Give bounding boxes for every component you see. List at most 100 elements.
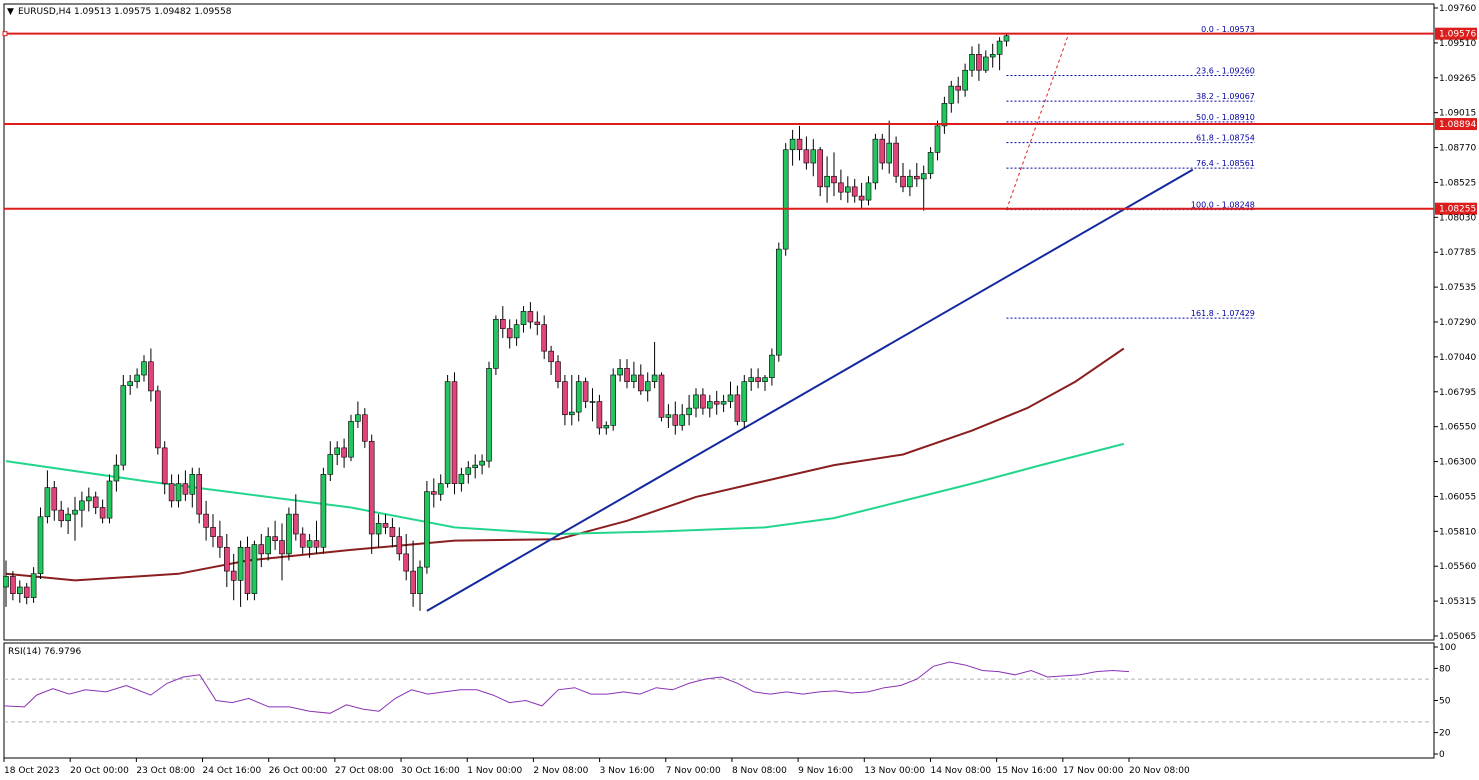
- price-tick-label: 1.08030: [1439, 213, 1476, 223]
- time-tick-label: 8 Nov 08:00: [732, 766, 787, 776]
- candle-body-bull: [969, 54, 975, 71]
- candle: [313, 520, 320, 554]
- candle-body-bear: [196, 474, 202, 515]
- rsi-indicator: 100 80 50 20 0: [3, 643, 1456, 760]
- fib-link-line: [1006, 33, 1070, 210]
- candle: [631, 361, 637, 389]
- candle-body-bear: [92, 496, 99, 508]
- candle-body-bull: [375, 523, 382, 535]
- time-tick-label: 24 Oct 16:00: [203, 766, 262, 776]
- candle: [265, 527, 272, 561]
- candle: [230, 553, 237, 601]
- candle-body-bear: [796, 138, 803, 151]
- candle-body-bull: [948, 85, 955, 104]
- candle: [486, 361, 492, 468]
- candle: [927, 147, 934, 179]
- candle: [534, 311, 541, 336]
- time-tick-label: 2 Nov 08:00: [533, 766, 588, 776]
- candle: [361, 408, 368, 448]
- collapse-arrow-icon[interactable]: ▼: [7, 7, 14, 17]
- price-tick-label: 1.08770: [1439, 144, 1476, 154]
- candle-body-bear: [831, 175, 837, 184]
- price-axis: 1.09760 1.09510 1.09265 1.09015 1.08770 1.085…: [1434, 4, 1476, 642]
- candle-body-bull: [610, 374, 617, 426]
- candle: [741, 375, 748, 428]
- candle-body-bear: [817, 149, 824, 188]
- price-tick-label: 1.09510: [1439, 39, 1476, 49]
- candle-body-bull: [458, 474, 465, 484]
- horizontal-lines[interactable]: 1.09576 1.08894 1.08255: [2, 27, 1477, 215]
- candle-body-bull: [141, 361, 147, 376]
- header: ▼ EURUSD,H4 1.09513 1.09575 1.09482 1.09…: [7, 7, 232, 17]
- candle: [941, 96, 948, 134]
- price-tag-box: [1435, 118, 1477, 131]
- candle: [920, 165, 927, 211]
- fib-level-label: 161.8 - 1.07429: [1191, 309, 1255, 318]
- candle: [161, 441, 168, 495]
- candle-body-bull: [907, 175, 913, 188]
- candle: [976, 43, 982, 81]
- candle: [148, 348, 154, 402]
- price-tick-label: 1.06550: [1439, 423, 1476, 433]
- candle-body-bear: [637, 374, 644, 392]
- candle-body-bear: [299, 533, 306, 548]
- candle-body-bull: [644, 381, 651, 392]
- rsi-tick-label: 50: [1439, 697, 1451, 707]
- fib-level-label: 38.2 - 1.09067: [1196, 92, 1255, 101]
- candle: [727, 381, 734, 409]
- candle: [610, 368, 617, 431]
- candle: [224, 534, 230, 587]
- candle-body-bull: [327, 454, 334, 475]
- fibonacci-retracement[interactable]: 0.0 - 1.09573 23.6 - 1.09260 38.2 - 1.0906…: [1006, 25, 1255, 319]
- candle: [886, 120, 893, 174]
- candle-body-bull: [417, 566, 423, 594]
- candle: [734, 385, 741, 426]
- candle: [803, 136, 810, 170]
- candle-body-bear: [527, 311, 534, 323]
- candle: [237, 540, 244, 607]
- candle: [10, 571, 16, 601]
- candle-body-bear: [955, 85, 962, 91]
- candle: [913, 163, 920, 187]
- candle: [444, 375, 451, 488]
- candle: [762, 375, 768, 391]
- candle: [403, 534, 410, 581]
- candle: [168, 474, 175, 508]
- candle-body-bull: [486, 368, 492, 462]
- candle-body-bull: [237, 546, 244, 581]
- candle-body-bear: [210, 527, 216, 537]
- candle-body-bear: [389, 527, 396, 537]
- candle: [120, 375, 127, 471]
- price-tick-label: 1.05315: [1439, 597, 1476, 607]
- candle: [568, 375, 575, 426]
- candle-body-bear: [155, 390, 161, 449]
- candle: [437, 474, 444, 501]
- candle-body-bear: [534, 321, 541, 325]
- candle: [451, 372, 458, 495]
- candle-body-bull: [810, 149, 817, 164]
- candle-body-bear: [168, 483, 175, 502]
- candle-body-bull: [568, 411, 575, 416]
- candle-body-bull: [306, 540, 313, 548]
- price-tick-label: 1.06795: [1439, 388, 1476, 398]
- candle: [113, 454, 120, 492]
- candle-body-bull: [79, 500, 85, 511]
- candle-body-bear: [161, 447, 168, 484]
- candle: [51, 481, 58, 521]
- time-tick-label: 3 Nov 16:00: [600, 766, 655, 776]
- time-tick-label: 26 Oct 00:00: [269, 766, 328, 776]
- candle: [175, 474, 182, 508]
- candle: [37, 507, 44, 580]
- candle-body-bull: [941, 103, 948, 127]
- candle-body-bull: [334, 447, 341, 455]
- candle: [838, 169, 844, 201]
- candle-body-bull: [872, 138, 879, 184]
- fib-level-label: 0.0 - 1.09573: [1201, 25, 1255, 34]
- candle-body-bull: [706, 401, 713, 409]
- candle-body-bull: [113, 464, 120, 482]
- candle: [465, 461, 472, 484]
- candle: [286, 507, 292, 561]
- time-axis: 18 Oct 2023 20 Oct 00:00 23 Oct 08:00 24 Oc…: [3, 758, 1190, 776]
